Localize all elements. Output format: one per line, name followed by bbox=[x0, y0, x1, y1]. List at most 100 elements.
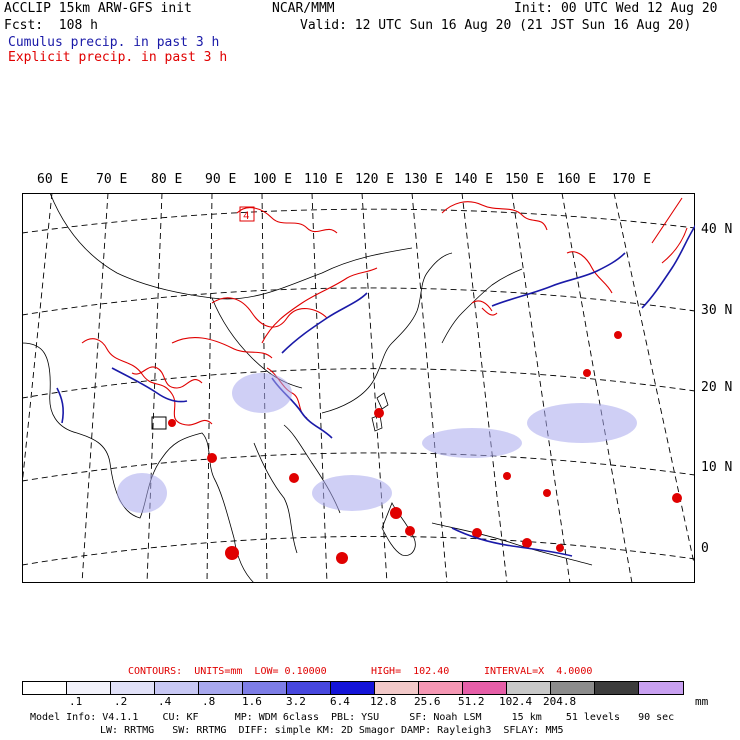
lat-label-20n: 20 N bbox=[701, 380, 733, 395]
colorbar-tick: .4 bbox=[158, 695, 172, 708]
blue-band-pacific-front bbox=[491, 252, 626, 307]
lon-label-160e: 160 E bbox=[557, 172, 597, 187]
lon-label-150e: 150 E bbox=[505, 172, 545, 187]
lat-line-20n bbox=[22, 368, 695, 399]
colorbar-swatch bbox=[287, 682, 331, 694]
colorbar-swatch bbox=[639, 682, 683, 694]
red-contour-india bbox=[81, 338, 213, 426]
colorbar-tick: 102.4 bbox=[499, 695, 533, 708]
colorbar-swatch bbox=[551, 682, 595, 694]
lon-line-60e bbox=[22, 193, 53, 490]
red-cell-ng-2 bbox=[522, 538, 532, 548]
lon-label-130e: 130 E bbox=[404, 172, 444, 187]
red-cell-ng-3 bbox=[556, 544, 564, 552]
colorbar-swatch bbox=[507, 682, 551, 694]
colorbar-tick: 3.2 bbox=[286, 695, 306, 708]
colorbar-swatch bbox=[155, 682, 199, 694]
lon-line-90e bbox=[206, 193, 213, 583]
colorbar-swatch bbox=[419, 682, 463, 694]
blue-band-india-west bbox=[56, 387, 64, 424]
lon-line-130e bbox=[411, 193, 448, 583]
red-cell-philippines-2 bbox=[405, 526, 415, 536]
red-cell-pacific-2 bbox=[543, 489, 551, 497]
blue-area-scs bbox=[312, 475, 392, 511]
red-cell-taiwan bbox=[374, 408, 384, 418]
blue-area-wpac bbox=[422, 428, 522, 458]
lat-label-30n: 30 N bbox=[701, 303, 733, 318]
colorbar-swatch bbox=[595, 682, 639, 694]
red-cell-thailand bbox=[289, 473, 299, 483]
lon-label-70e: 70 E bbox=[96, 172, 128, 187]
map-frame bbox=[22, 193, 695, 583]
blue-area-bay bbox=[232, 373, 292, 413]
station-box bbox=[239, 206, 255, 222]
lon-label-60e: 60 E bbox=[37, 172, 69, 187]
contour-units-text: CONTOURS: UNITS=mm LOW= 0.10000 bbox=[128, 666, 327, 677]
lat-label-0: 0 bbox=[701, 541, 709, 556]
lat-label-40n: 40 N bbox=[701, 222, 733, 237]
valid-time: Valid: 12 UTC Sun 16 Aug 20 (21 JST Sun … bbox=[300, 18, 692, 33]
explicit-legend-label: Explicit precip. in past 3 h bbox=[8, 50, 228, 65]
red-cell-ng-1 bbox=[472, 528, 482, 538]
lon-label-80e: 80 E bbox=[151, 172, 183, 187]
lon-line-80e bbox=[146, 193, 163, 583]
lon-label-120e: 120 E bbox=[355, 172, 395, 187]
institution-label: NCAR/MMM bbox=[272, 1, 335, 16]
lon-label-170e: 170 E bbox=[612, 172, 652, 187]
colorbar-swatch bbox=[67, 682, 111, 694]
lat-line-40n bbox=[22, 208, 695, 234]
red-cell-borneo bbox=[336, 552, 348, 564]
lon-label-100e: 100 E bbox=[253, 172, 293, 187]
blue-band-east bbox=[641, 224, 695, 309]
colorbar-tick: .2 bbox=[114, 695, 128, 708]
red-cell-pacific-3 bbox=[583, 369, 591, 377]
model-info-line1: Model Info: V4.1.1 CU: KF MP: WDM 6class… bbox=[30, 712, 675, 723]
colorbar bbox=[22, 681, 684, 695]
red-cell-sumatra bbox=[225, 546, 239, 560]
colorbar-swatch bbox=[331, 682, 375, 694]
lon-line-140e bbox=[461, 193, 508, 583]
contour-high-text: HIGH= 102.40 bbox=[371, 666, 450, 677]
red-contour-tibet bbox=[211, 297, 328, 328]
run-title: ACCLIP 15km ARW-GFS init bbox=[4, 1, 192, 16]
precipitation-map: 4 bbox=[22, 193, 695, 583]
colorbar-swatch bbox=[111, 682, 155, 694]
red-contour-pacific-ne bbox=[566, 251, 613, 294]
red-cell-india-east bbox=[168, 419, 176, 427]
colorbar-swatch bbox=[23, 682, 67, 694]
colorbar-tick: .8 bbox=[202, 695, 216, 708]
colorbar-tick: 25.6 bbox=[414, 695, 441, 708]
lon-label-140e: 140 E bbox=[454, 172, 494, 187]
lat-label-10n: 10 N bbox=[701, 460, 733, 475]
philippines-islands bbox=[381, 502, 416, 556]
inset-box bbox=[151, 416, 167, 430]
lat-line-30n bbox=[22, 287, 695, 316]
model-info-line2: LW: RRTMG SW: RRTMG DIFF: simple KM: 2D … bbox=[100, 725, 564, 736]
contour-interval-text: INTERVAL=X 4.0000 bbox=[484, 666, 593, 677]
red-cell-bay-bengal bbox=[207, 453, 217, 463]
red-contour-japan bbox=[471, 300, 498, 316]
colorbar-tick: .1 bbox=[69, 695, 83, 708]
lat-line-10n bbox=[22, 452, 695, 482]
red-contour-china bbox=[261, 267, 378, 344]
lat-line-0 bbox=[22, 535, 695, 566]
red-contour-himalaya bbox=[171, 337, 273, 359]
red-cell-pacific-5 bbox=[672, 493, 682, 503]
colorbar-tick: 204.8 bbox=[543, 695, 577, 708]
blue-area-cpac bbox=[527, 403, 637, 443]
station-label: 4 bbox=[243, 211, 250, 223]
blue-area-arabian bbox=[117, 473, 167, 513]
lon-label-90e: 90 E bbox=[205, 172, 237, 187]
colorbar-tick: 1.6 bbox=[242, 695, 262, 708]
lon-line-70e bbox=[81, 193, 109, 583]
lon-line-120e bbox=[361, 193, 388, 583]
blue-band-india bbox=[111, 367, 188, 403]
colorbar-unit: mm bbox=[695, 695, 709, 708]
light-cumulus-areas bbox=[117, 373, 637, 513]
explicit-precip-cells bbox=[168, 331, 682, 564]
colorbar-swatch bbox=[463, 682, 507, 694]
lon-label-110e: 110 E bbox=[304, 172, 344, 187]
cumulus-legend-label: Cumulus precip. in past 3 h bbox=[8, 35, 220, 50]
colorbar-swatch bbox=[243, 682, 287, 694]
red-cell-pacific-4 bbox=[614, 331, 622, 339]
